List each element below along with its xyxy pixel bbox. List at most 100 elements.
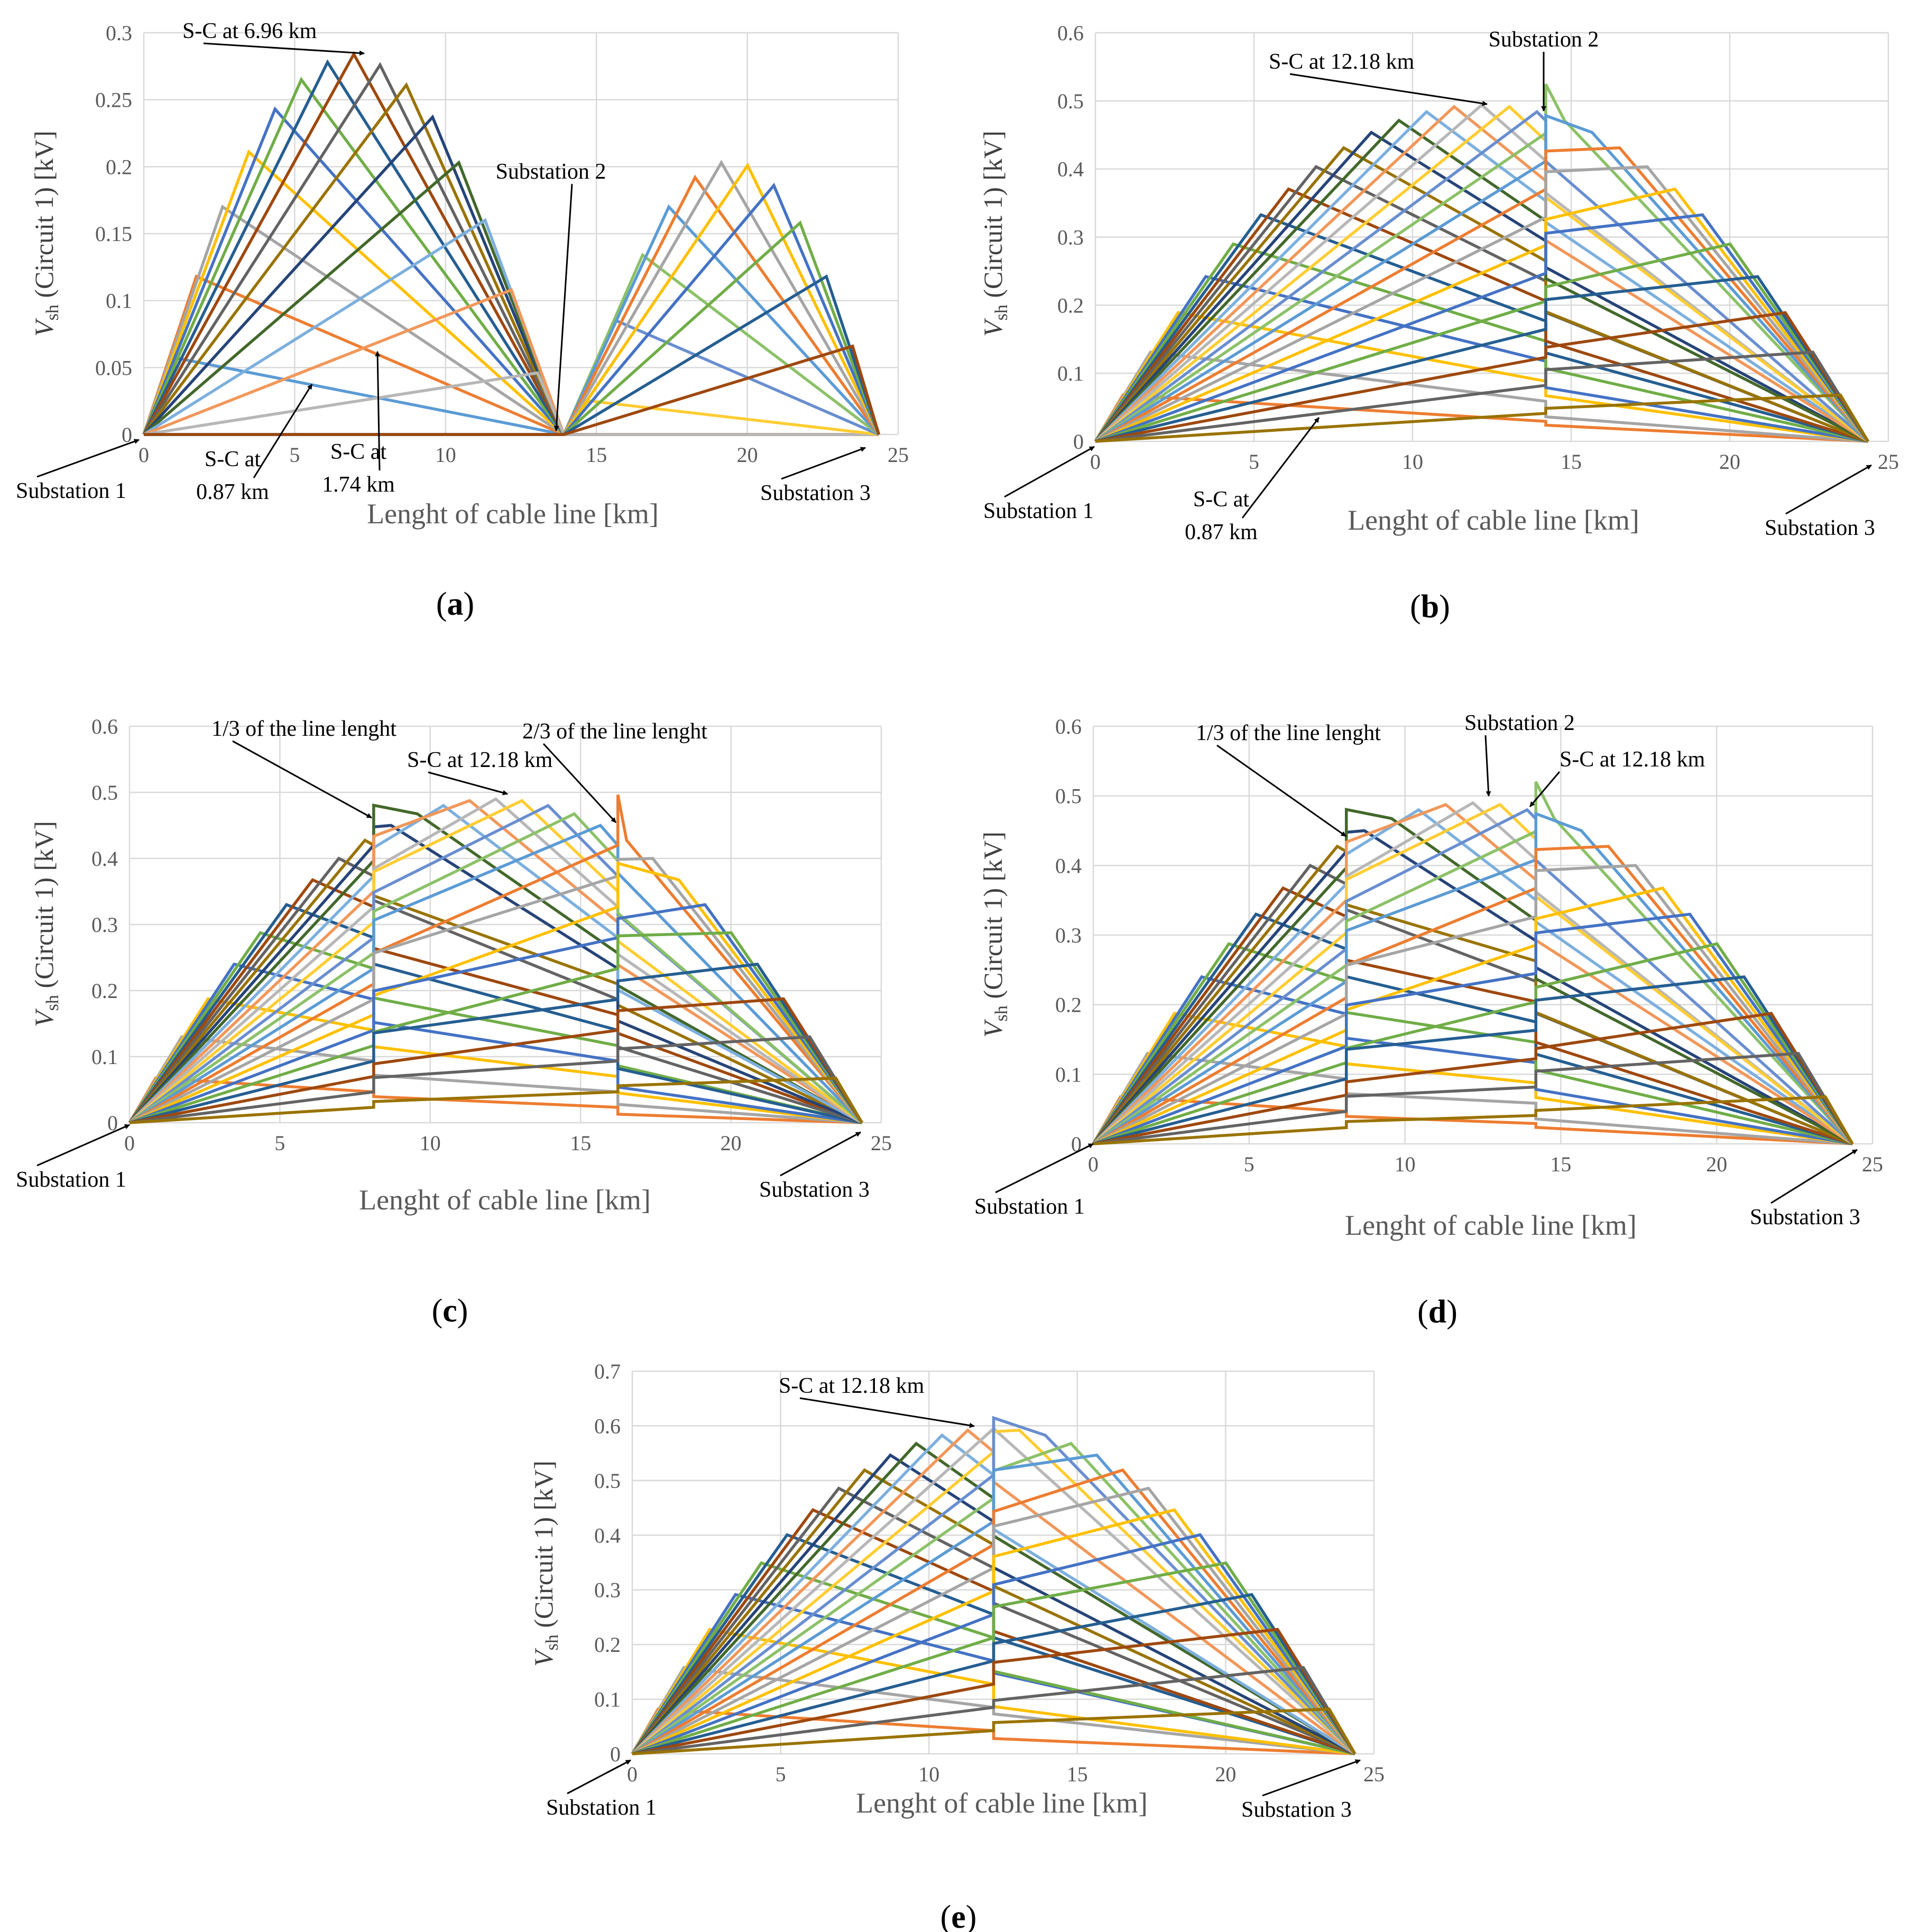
series-line [1095, 350, 1869, 443]
y-axis-label-rest: (Circuit 1) [kV] [529, 1460, 558, 1634]
y-tick-label: 0.6 [1057, 21, 1084, 45]
y-tick-label: 0.4 [1057, 158, 1084, 181]
x-tick-label: 15 [1561, 450, 1582, 474]
y-tick-label: 0.2 [91, 979, 118, 1003]
panel-label-close: ) [966, 1899, 977, 1932]
annotation-text: 1/3 of the line lenght [1196, 721, 1381, 745]
y-tick-label: 0 [1073, 430, 1084, 454]
annotation-arrow [36, 1124, 130, 1167]
x-tick-label: 10 [435, 443, 456, 467]
x-tick-label: 0 [627, 1762, 638, 1786]
series-line [1094, 187, 1869, 443]
x-tick-label: 20 [1215, 1762, 1236, 1786]
y-tick-label: 0.3 [594, 1578, 621, 1602]
y-tick-label: 0.4 [91, 847, 118, 871]
panel-label: (b) [1410, 589, 1450, 625]
annotation-text: 0.87 km [196, 480, 269, 504]
series-line [632, 1707, 1357, 1755]
annotation-text: Substation 3 [759, 1178, 870, 1202]
chart-panel-e: 0 5 10 15 20 25 0 0.1 0.2 0.3 0.4 0.5 0.6 0.7 Vsh (Cir… [529, 1360, 1385, 1932]
annotation-text: Substation 3 [760, 481, 871, 505]
series-line [129, 963, 863, 1124]
x-axis-label: Lenght of cable line [km] [367, 498, 659, 530]
x-tick-label: 5 [1249, 450, 1259, 474]
x-tick-label: 20 [1706, 1152, 1727, 1176]
y-axis-label-rest: (Circuit 1) [kV] [978, 131, 1008, 304]
annotation-arrow [1529, 771, 1561, 807]
annotation-text: S-C at [330, 440, 387, 464]
y-axis-label: Vsh (Circuit 1) [kV] [978, 831, 1011, 1038]
panel-label-open: ( [1410, 589, 1421, 625]
x-tick-label: 25 [871, 1131, 892, 1155]
series-line [1095, 311, 1869, 443]
y-tick-label: 0.3 [1057, 226, 1084, 249]
x-tick-label: 25 [1862, 1152, 1883, 1176]
panel-label-open: ( [436, 586, 447, 622]
series-line [631, 1468, 1357, 1755]
y-axis-label-main: V [529, 1648, 558, 1667]
y-tick-label: 0.2 [106, 155, 132, 179]
y-tick-label: 0.7 [594, 1360, 621, 1383]
panel-label-close: ) [457, 1293, 468, 1329]
annotation-text: Substation 3 [1750, 1205, 1860, 1230]
series-group [128, 794, 863, 1124]
series-line [1093, 912, 1854, 1145]
series-line [631, 1486, 1357, 1755]
y-tick-label: 0.2 [594, 1633, 621, 1657]
y-axis-label-sub: sh [43, 995, 62, 1011]
series-line [632, 1666, 1357, 1755]
y-tick-label: 0.5 [1057, 89, 1084, 113]
y-tick-label: 0.5 [91, 781, 118, 805]
x-tick-label: 10 [1395, 1152, 1416, 1176]
x-tick-label: 5 [289, 443, 300, 467]
panel-label-open: ( [1417, 1294, 1428, 1330]
series-line [1093, 1095, 1854, 1145]
series-line [142, 77, 879, 436]
panel-label: (d) [1417, 1294, 1457, 1330]
y-axis-label: Vsh (Circuit 1) [kV] [978, 131, 1011, 337]
annotation-text: Substation 3 [1765, 516, 1875, 540]
y-axis-label: Vsh (Circuit 1) [kV] [29, 131, 62, 337]
x-tick-label: 0 [1088, 1152, 1099, 1176]
x-tick-label: 25 [1363, 1762, 1385, 1786]
y-tick-label: 0.1 [106, 289, 132, 313]
y-axis-label-main: V [978, 1019, 1008, 1038]
x-tick-label: 5 [274, 1131, 285, 1155]
y-axis-label: Vsh (Circuit 1) [kV] [29, 821, 62, 1027]
annotation-arrow [203, 42, 365, 56]
chart-panel-d: 0 5 10 15 20 25 0 0.1 0.2 0.3 0.4 0.5 0.6 Vsh (Circui… [974, 711, 1883, 1330]
y-tick-label: 0.1 [594, 1688, 621, 1712]
annotation-text: 1.74 km [322, 473, 395, 497]
y-tick-label: 0.4 [594, 1523, 621, 1547]
annotation-text: Substation 2 [496, 160, 606, 184]
panel-label-close: ) [1439, 589, 1450, 625]
series-line [1095, 242, 1869, 443]
panel-label-letter: b [1421, 589, 1439, 625]
y-tick-label: 0.6 [1055, 715, 1082, 738]
panel-label: (e) [940, 1899, 977, 1932]
y-tick-label: 0 [122, 423, 132, 447]
y-axis-label-main: V [29, 318, 59, 337]
series-line [631, 1453, 1357, 1755]
y-axis-label-rest: (Circuit 1) [kV] [978, 831, 1008, 1005]
annotation-arrow [553, 183, 573, 431]
y-tick-label: 0 [1071, 1132, 1082, 1156]
series-line [142, 59, 879, 436]
y-tick-label: 0 [107, 1111, 118, 1135]
annotation-text: S-C at 12.18 km [1269, 50, 1415, 74]
annotation-text: Substation 1 [983, 499, 1094, 523]
y-tick-label: 0.5 [1055, 784, 1082, 808]
series-group [1094, 84, 1869, 443]
x-axis-label: Lenght of cable line [km] [359, 1184, 651, 1216]
annotation-arrow [1484, 735, 1491, 797]
y-tick-label: 0.1 [1057, 362, 1084, 385]
x-tick-label: 10 [420, 1131, 441, 1155]
series-line [632, 1561, 1357, 1755]
x-tick-label: 15 [570, 1131, 591, 1155]
x-tick-label: 5 [776, 1762, 786, 1786]
x-tick-label: 10 [1402, 450, 1423, 474]
series-group [142, 51, 881, 436]
annotation-arrow [1004, 446, 1095, 498]
panel-label-letter: a [447, 586, 464, 622]
annotation-arrow [1289, 73, 1488, 106]
